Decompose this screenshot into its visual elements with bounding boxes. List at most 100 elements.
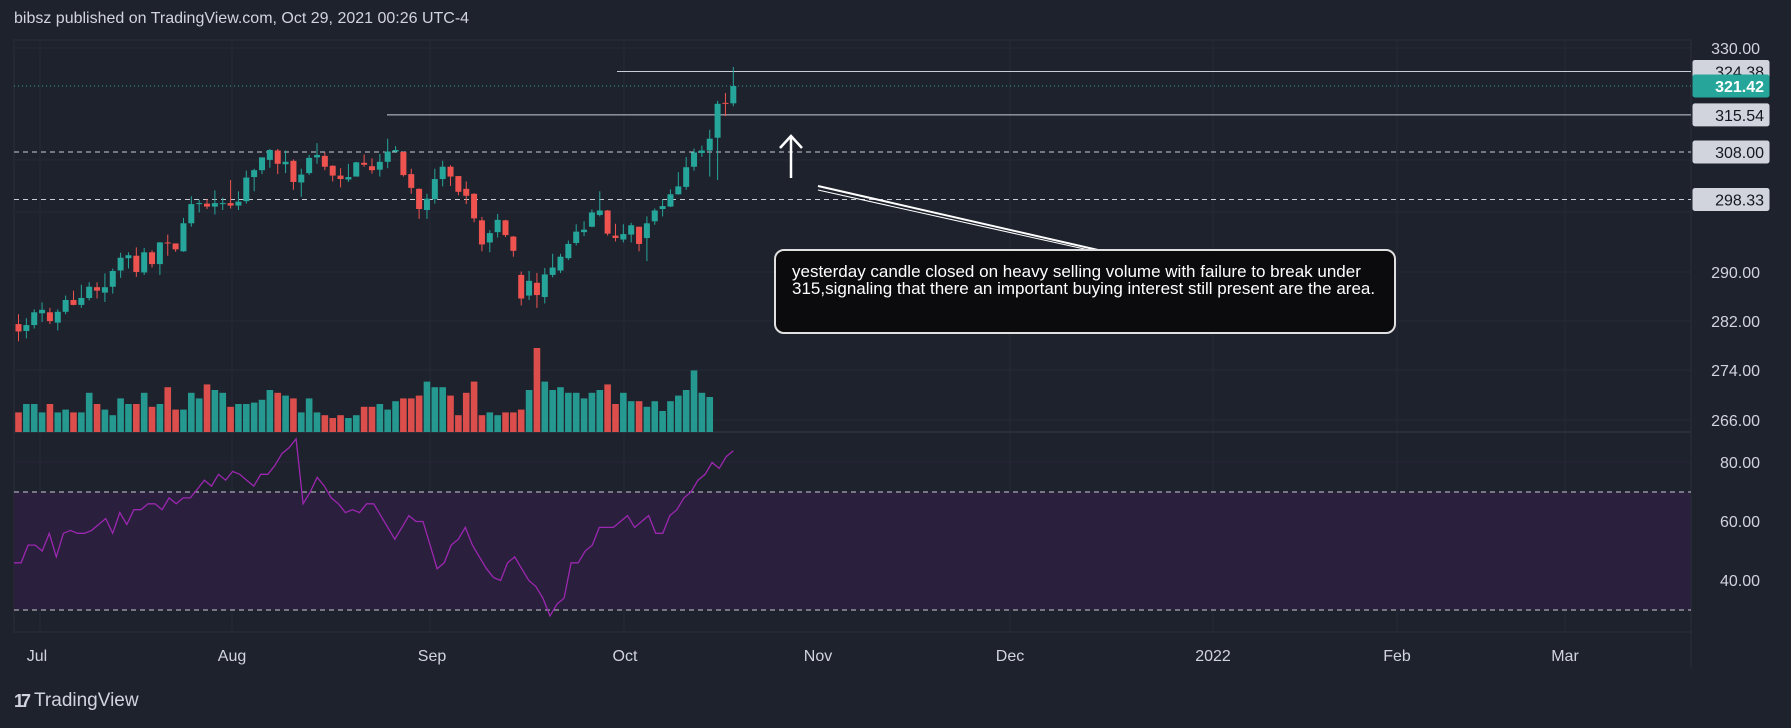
candle-body [345, 177, 352, 180]
volume-bar [510, 412, 517, 432]
rsi-band [14, 492, 1691, 610]
candle [455, 176, 462, 196]
volume-bar [588, 392, 596, 432]
candle-body [196, 203, 203, 205]
price-label-321-42: 321.42 [1692, 74, 1770, 98]
volume-bar [148, 406, 156, 432]
candle [172, 243, 179, 252]
candle-body [400, 151, 407, 176]
volume-bar [290, 398, 297, 432]
candle-body [368, 166, 375, 171]
candle [141, 247, 148, 275]
candle-body [211, 203, 218, 207]
volume-bar [125, 404, 132, 432]
candle-body [675, 186, 682, 195]
volume-bar [565, 392, 572, 432]
candle-body [494, 219, 501, 233]
time-tick-label: Jul [27, 648, 47, 665]
horizontal-lines [14, 70, 1691, 611]
candle [266, 149, 273, 168]
candle-body [565, 243, 572, 259]
volume-bar [109, 415, 117, 432]
volume-bar [188, 392, 195, 432]
candle [109, 268, 116, 294]
annotation-note[interactable]: yesterday candle closed on heavy selling… [774, 249, 1396, 334]
candle [282, 150, 289, 174]
volume-bar [78, 412, 85, 432]
tradingview-logo[interactable]: 17 TradingView [14, 690, 139, 712]
candle-body [581, 229, 588, 233]
volume-bar [627, 401, 635, 432]
candle [243, 170, 250, 204]
volume-bar [502, 412, 509, 432]
volume-bar [376, 404, 384, 432]
candle-body [722, 102, 729, 104]
candle [345, 163, 352, 182]
candle-body [141, 252, 148, 273]
candle [353, 161, 360, 177]
candle [70, 290, 77, 306]
volume-bar [70, 412, 77, 432]
time-tick-label: Mar [1551, 648, 1579, 665]
time-tick-label: Aug [218, 648, 246, 665]
volume-bar [557, 387, 564, 432]
price-tick-label: 282.00 [1711, 314, 1760, 331]
candle-body [706, 138, 713, 151]
candle-body [180, 223, 187, 252]
candle [612, 223, 619, 242]
candle-body [526, 280, 533, 296]
candle [447, 165, 454, 186]
candle-body [54, 311, 61, 323]
volume-bar [447, 395, 454, 432]
candle [329, 165, 336, 182]
candle-body [620, 234, 627, 240]
candle [408, 168, 415, 194]
price-tick-label: 266.00 [1711, 413, 1760, 430]
candle [86, 282, 93, 301]
candle-body [251, 170, 258, 178]
candle-body [101, 287, 108, 293]
candle [180, 217, 187, 252]
price-label-box [1692, 140, 1770, 164]
candle-body [62, 299, 69, 312]
volume-bar [439, 387, 446, 432]
volume-bar [172, 409, 179, 432]
callout-arrow [817, 185, 1099, 253]
volume-bar [250, 402, 258, 432]
volume-bar [682, 390, 690, 432]
candle-body [636, 226, 643, 244]
time-tick-label: 2022 [1195, 648, 1231, 665]
volume-bar [400, 398, 407, 432]
candle [416, 188, 423, 219]
volume-bar [156, 404, 164, 432]
candle-body [290, 160, 297, 182]
candle [298, 168, 305, 197]
volume-bar [195, 398, 203, 432]
rsi-tick-label: 40.00 [1720, 573, 1760, 590]
time-tick-label: Sep [418, 648, 447, 665]
volume-bar [698, 392, 706, 432]
candle [306, 154, 313, 176]
time-tick-label: Feb [1383, 648, 1411, 665]
candle [486, 230, 493, 253]
candle-body [204, 203, 211, 207]
candle-body [557, 256, 564, 271]
candle [722, 92, 729, 117]
candle-body [683, 167, 690, 187]
price-label-text: 298.33 [1715, 193, 1764, 210]
price-tick-label: 274.00 [1711, 363, 1760, 380]
candle [596, 191, 603, 217]
volume-bar [258, 399, 266, 432]
price-label-box [1692, 188, 1770, 212]
candle [636, 226, 643, 252]
candle [211, 190, 218, 215]
candle-body [447, 166, 454, 177]
candle [46, 307, 53, 325]
tradingview-logo-text: TradingView [34, 690, 139, 711]
candle [368, 158, 375, 174]
candle [651, 208, 658, 225]
candle-body [219, 203, 226, 205]
candle-body [612, 235, 619, 239]
volume-bar [675, 395, 682, 432]
